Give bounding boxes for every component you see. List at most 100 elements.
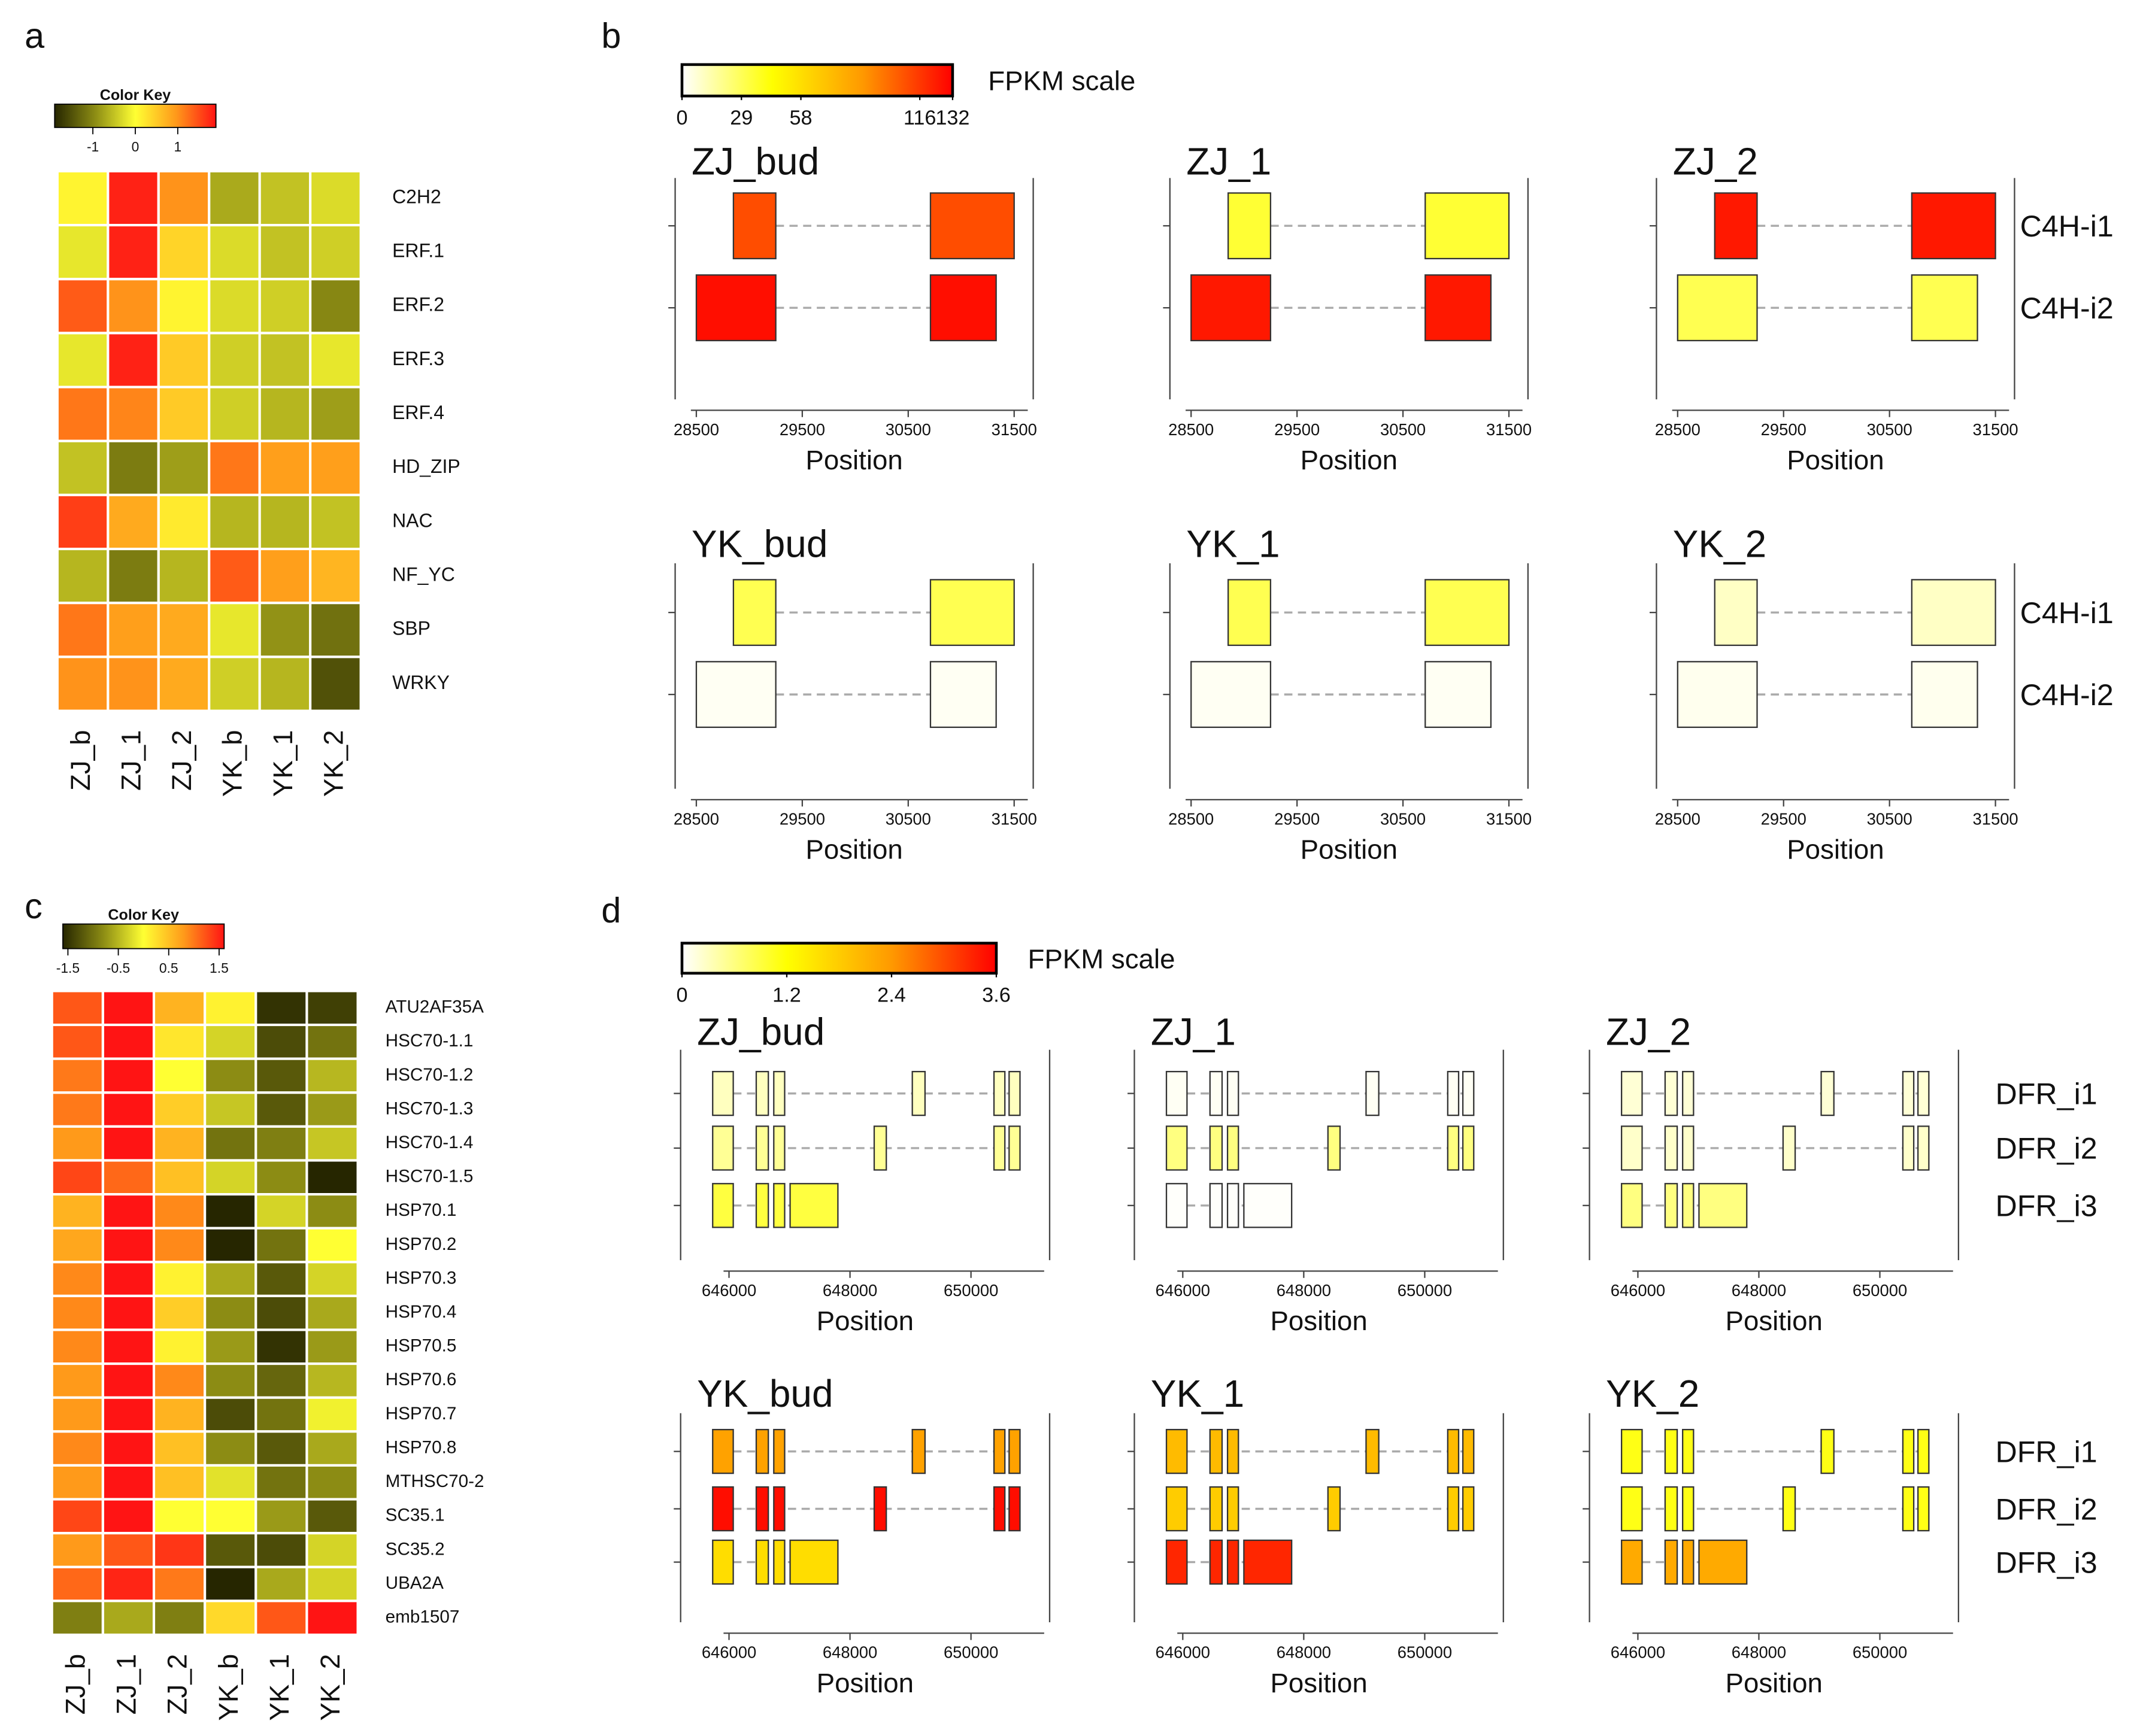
exon <box>1424 579 1510 647</box>
fpkm-key-title: FPKM scale <box>988 66 1135 96</box>
heatmap-cell <box>254 1565 308 1603</box>
x-axis-label: Position <box>1787 834 1884 865</box>
key-title: Color Key <box>108 907 179 924</box>
exon <box>1190 274 1272 342</box>
exon <box>1917 1428 1930 1474</box>
heatmap-cell <box>50 1294 104 1331</box>
sample-title: ZJ_bud <box>697 1010 825 1053</box>
heatmap-cell <box>152 1430 207 1467</box>
isoform-label: C4H-i2 <box>2020 678 2114 712</box>
heatmap-cell <box>208 278 261 335</box>
isoform-label: DFR_i3 <box>1995 1546 2097 1579</box>
heatmap-cell <box>101 1328 156 1365</box>
row-label: HSP70.8 <box>386 1437 457 1457</box>
heatmap-cell <box>152 1565 207 1603</box>
x-axis-label: Position <box>805 445 902 475</box>
heatmap-cell <box>101 1294 156 1331</box>
exon <box>1714 192 1758 260</box>
heatmap-cell <box>50 1159 104 1196</box>
exon <box>1226 1486 1239 1532</box>
heatmap-cell <box>254 1227 308 1264</box>
exon <box>1902 1486 1915 1532</box>
exon <box>773 1539 786 1585</box>
exon <box>873 1486 887 1532</box>
exon <box>1226 1070 1239 1116</box>
heatmap-cell <box>152 1362 207 1399</box>
heatmap-cell <box>50 1227 104 1264</box>
heatmap-cell <box>152 1464 207 1501</box>
heatmap-cell <box>254 1600 308 1637</box>
heatmap-cell <box>50 1464 104 1501</box>
heatmap-cell <box>309 602 362 658</box>
exon <box>1462 1486 1475 1532</box>
exon <box>1008 1428 1021 1474</box>
heatmap-cell <box>305 1565 359 1603</box>
exon <box>773 1183 786 1228</box>
heatmap-cell <box>152 1498 207 1535</box>
heatmap-cell <box>107 386 160 442</box>
exon <box>1008 1125 1021 1171</box>
heatmap-cell <box>305 1396 359 1433</box>
x-tick-label: 648000 <box>823 1281 877 1300</box>
row-label: ERF.3 <box>392 348 444 369</box>
x-tick-label: 30500 <box>1867 420 1912 439</box>
exon <box>1620 1183 1643 1228</box>
x-tick-label: 29500 <box>1274 420 1320 439</box>
x-tick-label: 28500 <box>674 420 719 439</box>
heatmap-cell <box>309 169 362 227</box>
x-tick-label: 30500 <box>1380 420 1426 439</box>
heatmap-cell <box>309 655 362 712</box>
x-tick-label: 650000 <box>1398 1643 1452 1662</box>
heatmap-cell <box>204 990 257 1027</box>
fpkm-key-tick-label: 2.4 <box>877 984 906 1007</box>
exon <box>1917 1486 1930 1532</box>
exon <box>789 1183 839 1228</box>
heatmap-cell <box>254 1294 308 1331</box>
sample-title: ZJ_2 <box>1673 139 1758 183</box>
row-label: HSP70.6 <box>386 1370 457 1389</box>
x-tick-label: 31500 <box>1486 420 1532 439</box>
heatmap-cell <box>204 1023 257 1060</box>
x-axis-label: Position <box>1301 445 1398 475</box>
fpkm-key-tick-label: 1.2 <box>772 984 801 1007</box>
heatmap-cell <box>50 1565 104 1603</box>
x-tick-label: 646000 <box>1611 1643 1665 1662</box>
heatmap-cell <box>101 1193 156 1230</box>
exon <box>929 192 1015 260</box>
x-tick-label: 646000 <box>702 1643 756 1662</box>
x-tick-label: 29500 <box>1761 420 1806 439</box>
key-tick-label: -0.5 <box>107 960 130 976</box>
heatmap-cell <box>50 1430 104 1467</box>
heatmap-cell <box>254 1023 308 1060</box>
isoform-label: DFR_i1 <box>1995 1077 2097 1110</box>
heatmap-cell <box>258 547 312 605</box>
heatmap-cell <box>204 1227 257 1264</box>
heatmap-cell <box>204 1532 257 1568</box>
fpkm-key-tick-label: 132 <box>935 107 969 129</box>
exon <box>1911 192 1996 260</box>
exon <box>1911 274 1978 342</box>
exon <box>1820 1070 1835 1116</box>
exon <box>1424 661 1492 729</box>
isoform-label: C4H-i1 <box>2020 210 2114 243</box>
panel-label: a <box>25 16 44 56</box>
heatmap-cell <box>204 1328 257 1365</box>
heatmap-cell <box>157 547 211 605</box>
heatmap-cell <box>305 1159 359 1196</box>
heatmap-cell <box>204 1125 257 1162</box>
exon <box>1165 1070 1188 1116</box>
heatmap-cell <box>101 1057 156 1094</box>
exon <box>755 1070 769 1116</box>
exon <box>1682 1486 1695 1532</box>
exon <box>695 661 777 729</box>
row-label: ERF.2 <box>392 294 444 315</box>
row-label: SC35.1 <box>386 1506 445 1525</box>
exon <box>789 1539 839 1585</box>
x-tick-label: 28500 <box>1655 420 1701 439</box>
exon <box>1820 1428 1835 1474</box>
x-tick-label: 30500 <box>886 420 931 439</box>
panel-label: d <box>601 890 621 930</box>
key-tick-label: 0 <box>132 139 140 154</box>
exon <box>1902 1070 1915 1116</box>
exon <box>755 1428 769 1474</box>
